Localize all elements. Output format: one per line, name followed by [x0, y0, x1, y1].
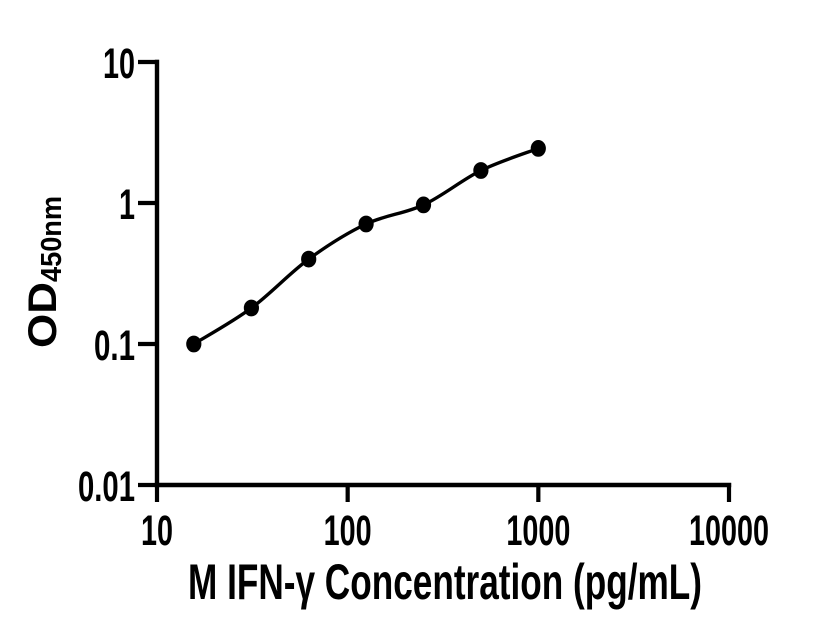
- data-point-1: [243, 299, 259, 317]
- y-axis-tick-labels: 10 1 0.1 0.01: [78, 40, 135, 511]
- data-point-3: [358, 215, 374, 233]
- data-point-5: [473, 162, 489, 179]
- axes: [154, 59, 732, 488]
- y-tick-label-1: 1: [119, 181, 135, 229]
- y-tick-label-10: 10: [103, 40, 135, 88]
- x-axis-ticks: [154, 483, 732, 502]
- y-tick-label-0.01: 0.01: [78, 463, 135, 511]
- data-point-6: [530, 140, 546, 157]
- y-axis-title-subscript: 450nm: [36, 196, 68, 282]
- data-points: [186, 140, 546, 353]
- x-tick-label-10000: 10000: [689, 507, 769, 555]
- x-tick-label-100: 100: [324, 507, 372, 555]
- x-axis-tick-labels: 10 100 1000 10000: [141, 507, 769, 555]
- data-point-2: [301, 250, 317, 268]
- x-tick-label-1000: 1000: [506, 507, 570, 555]
- x-axis-title: M IFN-γ Concentration (pg/mL): [188, 554, 702, 610]
- y-tick-label-0.1: 0.1: [94, 322, 135, 370]
- data-point-4: [415, 196, 432, 214]
- y-axis-title: OD450nm: [21, 196, 68, 348]
- y-axis-title-main: OD: [21, 282, 65, 348]
- x-tick-label-10: 10: [141, 507, 173, 555]
- fit-curve: [192, 146, 540, 346]
- data-point-0: [186, 335, 202, 353]
